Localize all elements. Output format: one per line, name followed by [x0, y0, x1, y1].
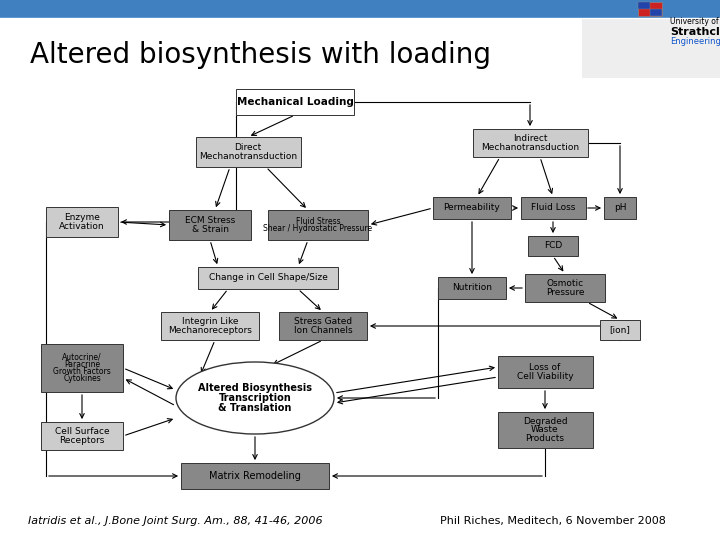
Text: Change in Cell Shape/Size: Change in Cell Shape/Size	[209, 273, 328, 282]
Text: Autocrine/: Autocrine/	[62, 353, 102, 362]
Text: Ion Channels: Ion Channels	[294, 326, 352, 335]
Text: Direct: Direct	[235, 143, 261, 152]
Text: & Strain: & Strain	[192, 225, 228, 234]
Bar	[198, 267, 338, 289]
Text: Enzyme: Enzyme	[64, 213, 100, 222]
Text: Cell Surface: Cell Surface	[55, 427, 109, 436]
Bar	[650, 9, 662, 16]
Bar	[638, 2, 650, 9]
Bar	[41, 422, 123, 450]
Bar	[582, 0, 720, 78]
Text: Receptors: Receptors	[59, 436, 104, 445]
Bar	[638, 2, 662, 16]
Text: Phil Riches, Meditech, 6 November 2008: Phil Riches, Meditech, 6 November 2008	[440, 516, 666, 526]
Bar	[525, 274, 605, 302]
Bar	[279, 312, 367, 340]
Bar	[433, 197, 511, 219]
Bar	[604, 197, 636, 219]
Bar	[268, 210, 368, 240]
Text: Loss of: Loss of	[529, 363, 561, 372]
Bar	[46, 207, 118, 237]
Text: Growth Factors: Growth Factors	[53, 367, 111, 376]
Bar	[521, 197, 585, 219]
Text: Mechanotransduction: Mechanotransduction	[481, 143, 579, 152]
Text: Transcription: Transcription	[219, 393, 292, 403]
Text: FCD: FCD	[544, 241, 562, 251]
Text: Strathclyde: Strathclyde	[670, 27, 720, 37]
Text: Indirect: Indirect	[513, 134, 547, 143]
Text: Mechanotransduction: Mechanotransduction	[199, 152, 297, 161]
Text: & Translation: & Translation	[218, 403, 292, 413]
Bar	[0, 0, 720, 18]
Text: Fluid Stress: Fluid Stress	[296, 217, 341, 226]
Text: Altered biosynthesis with loading: Altered biosynthesis with loading	[30, 41, 491, 69]
Text: Pressure: Pressure	[546, 288, 584, 296]
Bar	[438, 277, 506, 299]
Text: Nutrition: Nutrition	[452, 284, 492, 293]
Bar	[528, 236, 578, 256]
Bar	[498, 412, 593, 448]
Text: Osmotic: Osmotic	[546, 279, 584, 288]
Text: ECM Stress: ECM Stress	[185, 217, 235, 225]
Bar	[196, 137, 300, 167]
Text: Permeability: Permeability	[444, 204, 500, 213]
Text: Cytokines: Cytokines	[63, 374, 101, 383]
Bar	[161, 312, 259, 340]
Text: Degraded: Degraded	[523, 417, 567, 426]
Bar	[472, 129, 588, 157]
Text: Mechanical Loading: Mechanical Loading	[237, 97, 354, 107]
Text: Waste: Waste	[531, 426, 559, 435]
Text: Products: Products	[526, 434, 564, 443]
Text: Integrin Like: Integrin Like	[181, 318, 238, 326]
Text: Cell Viability: Cell Viability	[517, 372, 573, 381]
Bar	[600, 320, 640, 340]
Text: Paracrine: Paracrine	[64, 360, 100, 369]
Text: University of: University of	[670, 17, 719, 26]
Bar	[498, 356, 593, 388]
Text: Altered Biosynthesis: Altered Biosynthesis	[198, 383, 312, 393]
Bar	[41, 344, 123, 392]
Ellipse shape	[176, 362, 334, 434]
Text: Fluid Loss: Fluid Loss	[531, 204, 575, 213]
Text: Shear / Hydrostatic Pressure: Shear / Hydrostatic Pressure	[264, 224, 372, 233]
Text: pH: pH	[613, 204, 626, 213]
Text: [ion]: [ion]	[610, 326, 631, 334]
Text: Activation: Activation	[59, 222, 105, 231]
Text: Mechanoreceptors: Mechanoreceptors	[168, 326, 252, 335]
Text: Engineering: Engineering	[670, 37, 720, 46]
Bar	[236, 89, 354, 115]
Bar	[582, 0, 720, 18]
Text: Iatridis et al., J.Bone Joint Surg. Am., 88, 41-46, 2006: Iatridis et al., J.Bone Joint Surg. Am.,…	[28, 516, 323, 526]
Bar	[181, 463, 329, 489]
Bar	[169, 210, 251, 240]
Text: Stress Gated: Stress Gated	[294, 318, 352, 326]
Text: Matrix Remodeling: Matrix Remodeling	[209, 471, 301, 481]
